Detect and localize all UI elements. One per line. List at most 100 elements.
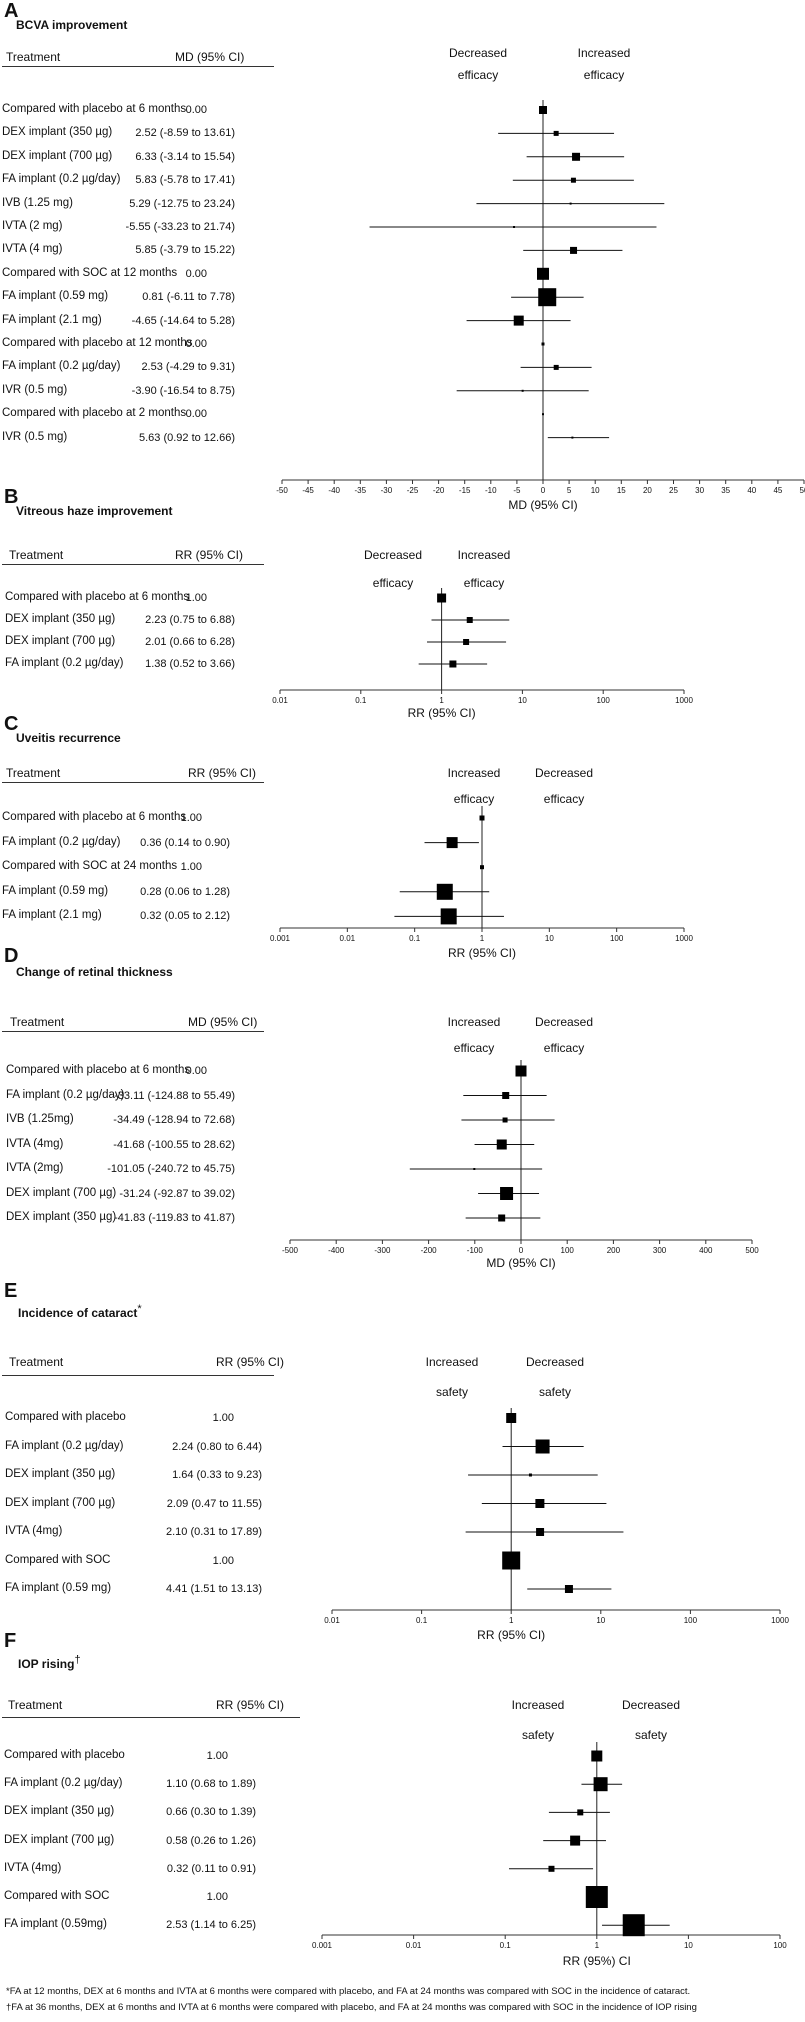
panel-letter: D bbox=[4, 945, 19, 967]
effect-estimate-text: -33.11 (-124.88 to 55.49) bbox=[114, 1089, 235, 1102]
point-estimate-square bbox=[564, 1585, 573, 1593]
treatment-row-label: IVTA (4mg) bbox=[6, 1137, 64, 1150]
right-direction-note: Decreased bbox=[534, 766, 594, 780]
x-tick-label: 0.01 bbox=[324, 1616, 340, 1625]
comparison-row-label: Compared with placebo at 2 months bbox=[2, 407, 187, 420]
effect-estimate-text: 1.00 bbox=[212, 1554, 234, 1567]
point-estimate-square bbox=[553, 130, 559, 136]
point-estimate-square bbox=[539, 106, 547, 114]
effect-estimate-text: 0.32 (0.05 to 2.12) bbox=[140, 910, 230, 923]
treatment-row-label: DEX implant (350 µg) bbox=[6, 1211, 117, 1223]
effect-estimate-text: 5.63 (0.92 to 12.66) bbox=[138, 431, 235, 444]
comparison-row-label: Compared with placebo at 6 months bbox=[2, 811, 187, 823]
effect-estimate-text: 0.00 bbox=[185, 267, 207, 280]
effect-estimate-text: 2.23 (0.75 to 6.88) bbox=[145, 614, 235, 626]
header-rule bbox=[2, 782, 264, 783]
x-tick-label: 0.001 bbox=[269, 934, 291, 943]
x-tick-label: 35 bbox=[721, 486, 731, 495]
panel-letter: B bbox=[4, 486, 19, 508]
treatment-row-label: FA implant (0.2 µg/day) bbox=[6, 1088, 125, 1101]
x-tick-label: 400 bbox=[699, 1246, 713, 1255]
x-tick-label: 0 bbox=[540, 486, 546, 495]
x-tick-label: 200 bbox=[606, 1246, 621, 1255]
point-estimate-square bbox=[570, 1835, 581, 1846]
treatment-row-label: FA implant (0.2 µg/day) bbox=[2, 835, 121, 848]
treatment-row-label: FA implant (0.59 mg) bbox=[2, 884, 109, 897]
point-estimate-square bbox=[622, 1914, 645, 1937]
x-tick-label: 1 bbox=[508, 1616, 514, 1625]
comparison-row-label: Compared with placebo at 6 months bbox=[2, 103, 187, 115]
footnote-cataract: *FA at 12 months, DEX at 6 months and IV… bbox=[6, 1986, 691, 1997]
point-estimate-square bbox=[553, 364, 559, 370]
right-direction-note: Decreased bbox=[534, 1015, 594, 1029]
effect-estimate-text: -41.68 (-100.55 to 28.62) bbox=[113, 1138, 235, 1151]
point-estimate-square bbox=[502, 1092, 510, 1099]
point-estimate-square bbox=[585, 1886, 608, 1908]
right-direction-note: efficacy bbox=[463, 576, 505, 590]
x-tick-label: 500 bbox=[745, 1246, 759, 1255]
comparison-row-label: Compared with SOC bbox=[4, 1890, 110, 1902]
x-tick-label: 50 bbox=[799, 486, 805, 495]
treatment-row-label: FA implant (0.59 mg) bbox=[5, 1582, 112, 1594]
effect-estimate-text: 2.01 (0.66 to 6.28) bbox=[145, 636, 235, 648]
x-tick-label: 20 bbox=[642, 486, 652, 495]
x-tick-label: 1 bbox=[439, 696, 444, 705]
effect-estimate-text: 1.00 bbox=[206, 1750, 228, 1762]
panel-title: Uveitis recurrence bbox=[16, 731, 121, 745]
x-tick-label: 25 bbox=[669, 486, 678, 495]
x-tick-label: -400 bbox=[328, 1246, 345, 1255]
point-estimate-square bbox=[577, 1809, 584, 1816]
x-tick-label: -100 bbox=[466, 1246, 483, 1255]
point-estimate-square bbox=[480, 865, 484, 870]
effect-estimate-text: -41.83 (-119.83 to 41.87) bbox=[114, 1212, 235, 1224]
column-header-treatment: Treatment bbox=[10, 1015, 65, 1029]
effect-estimate-text: 1.64 (0.33 to 9.23) bbox=[172, 1469, 262, 1481]
x-tick-label: -25 bbox=[406, 486, 419, 495]
treatment-row-label: DEX implant (700 µg) bbox=[5, 635, 116, 647]
x-axis-label: RR (95% CI) bbox=[407, 706, 476, 720]
left-direction-note: Increased bbox=[447, 1015, 501, 1029]
left-direction-note: efficacy bbox=[457, 68, 499, 82]
treatment-row-label: IVB (1.25 mg) bbox=[2, 196, 73, 209]
x-tick-label: -300 bbox=[374, 1246, 391, 1255]
column-header-effect: RR (95% CI) bbox=[216, 1355, 285, 1369]
x-tick-label: 0.01 bbox=[339, 934, 356, 943]
x-tick-label: -30 bbox=[380, 486, 393, 495]
effect-estimate-text: -31.24 (-92.87 to 39.02) bbox=[119, 1187, 235, 1200]
treatment-row-label: FA implant (2.1 mg) bbox=[2, 313, 102, 326]
effect-estimate-text: 0.81 (-6.11 to 7.78) bbox=[142, 291, 235, 304]
effect-estimate-text: 1.00 bbox=[185, 592, 207, 604]
x-tick-label: 40 bbox=[747, 486, 757, 495]
x-axis-label: RR (95% CI) bbox=[477, 1628, 546, 1642]
x-tick-label: 10 bbox=[596, 1616, 606, 1625]
point-estimate-square bbox=[536, 1528, 545, 1536]
x-tick-label: 15 bbox=[616, 486, 626, 495]
footnote-iop: †FA at 36 months, DEX at 6 months and IV… bbox=[6, 2002, 697, 2013]
right-direction-note: Increased bbox=[577, 46, 631, 60]
x-tick-label: -200 bbox=[420, 1246, 437, 1255]
x-tick-label: 100 bbox=[596, 696, 610, 705]
left-direction-note: efficacy bbox=[453, 792, 495, 806]
point-estimate-square bbox=[449, 660, 457, 668]
x-tick-label: 10 bbox=[517, 696, 527, 705]
point-estimate-square bbox=[463, 639, 470, 645]
x-tick-label: -45 bbox=[302, 486, 314, 495]
effect-estimate-text: 6.33 (-3.14 to 15.54) bbox=[135, 150, 235, 163]
column-header-treatment: Treatment bbox=[9, 548, 64, 562]
point-estimate-square bbox=[569, 202, 572, 205]
comparison-row-label: Compared with placebo at 12 months bbox=[2, 337, 193, 349]
right-direction-note: safety bbox=[634, 1728, 667, 1742]
treatment-row-label: IVB (1.25mg) bbox=[6, 1113, 74, 1125]
treatment-row-label: DEX implant (350 µg) bbox=[5, 613, 116, 625]
column-header-treatment: Treatment bbox=[6, 766, 61, 780]
point-estimate-square bbox=[502, 1117, 508, 1123]
point-estimate-square bbox=[541, 342, 545, 346]
column-header-effect: RR (95% CI) bbox=[188, 766, 257, 780]
x-tick-label: 10 bbox=[683, 1941, 693, 1950]
right-direction-note: Decreased bbox=[621, 1698, 681, 1712]
left-direction-note: Increased bbox=[511, 1698, 565, 1712]
point-estimate-square bbox=[528, 1473, 532, 1477]
treatment-row-label: IVTA (4 mg) bbox=[2, 243, 63, 256]
